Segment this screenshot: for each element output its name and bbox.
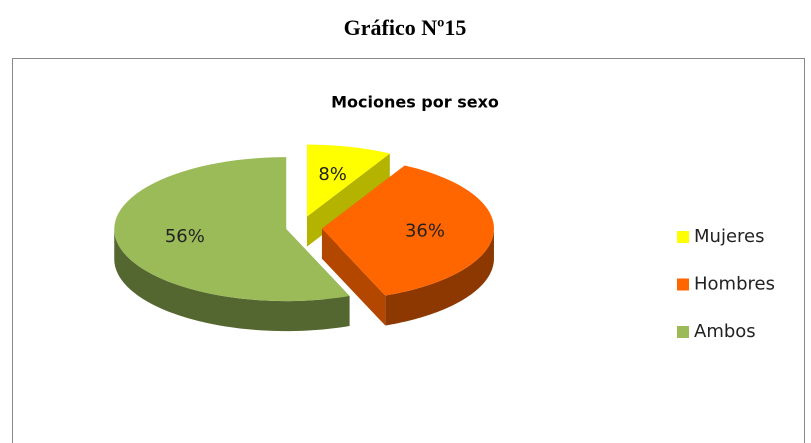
data-label: 36% [405, 220, 445, 241]
data-label: 56% [165, 226, 205, 247]
legend-swatch [677, 231, 689, 243]
legend: Mujeres Hombres Ambos [677, 226, 775, 342]
pie-slice [306, 144, 390, 217]
data-label: 8% [318, 164, 347, 185]
legend-swatch [677, 278, 689, 291]
pie: 8% 36% 56% [114, 144, 494, 332]
legend-label: Ambos [694, 321, 756, 342]
page-heading: Gráfico Nº15 [344, 15, 467, 40]
slice-side [306, 153, 390, 247]
slice-wall [114, 229, 350, 332]
legend-label: Mujeres [694, 226, 764, 247]
slice-side [321, 228, 386, 326]
pie-slice [114, 157, 350, 302]
pie-slice [321, 165, 494, 296]
chart-title: Mociones por sexo [331, 93, 499, 112]
legend-swatch [677, 326, 689, 338]
slice-wall [385, 228, 494, 326]
legend-label: Hombres [694, 274, 775, 295]
